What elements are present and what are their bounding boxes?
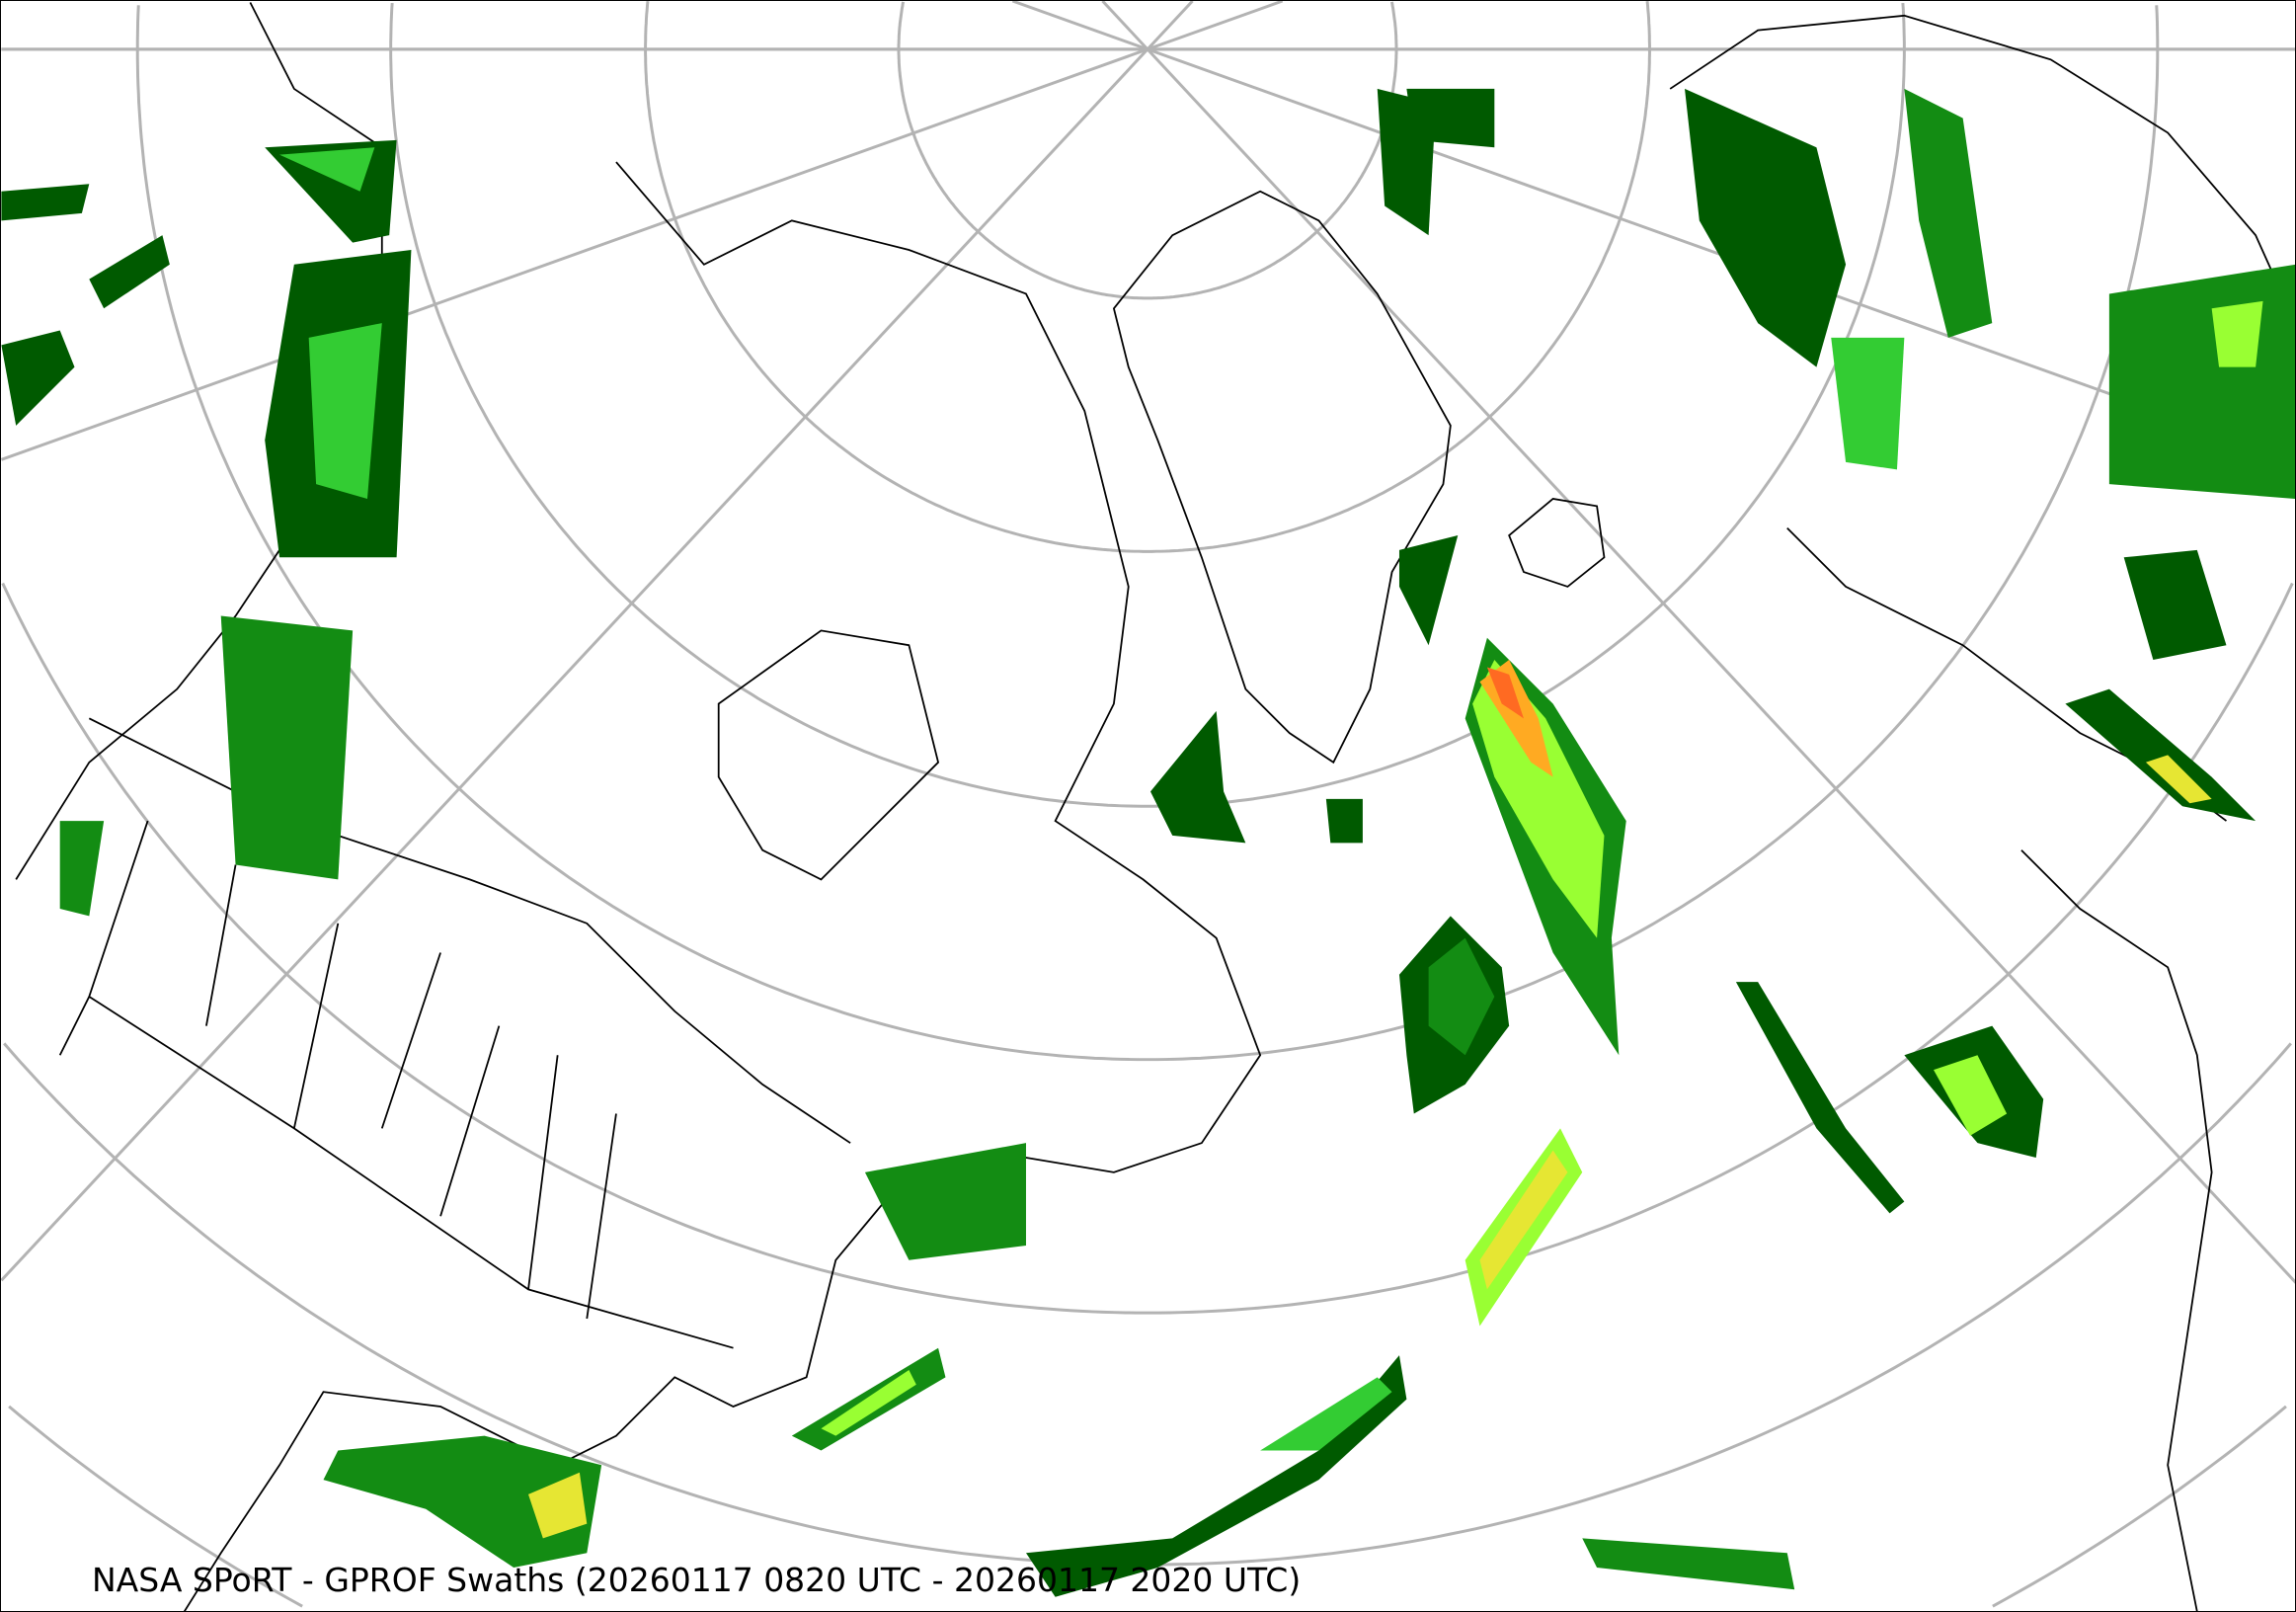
precipitation-area — [1472, 660, 1605, 938]
precipitation-area — [528, 1472, 588, 1539]
precipitation-area — [2108, 264, 2295, 499]
precipitation-area — [1934, 1055, 2008, 1136]
coastlines-borders — [15, 2, 2295, 1611]
precipitation-area — [1831, 337, 1905, 470]
precipitation-area — [2145, 755, 2212, 804]
latitude-circle — [389, 2, 1906, 808]
precipitation-area — [821, 1369, 916, 1436]
precipitation-area — [1, 184, 90, 221]
precipitation-swaths — [1, 88, 2295, 1597]
precipitation-area — [2065, 688, 2256, 822]
greenland-outline — [1112, 190, 1452, 765]
meridian-line — [1011, 1, 2295, 462]
precipitation-area — [1735, 982, 1905, 1214]
precipitation-area — [1406, 88, 1495, 148]
precipitation-area — [864, 1143, 1026, 1260]
precipitation-area — [279, 147, 375, 192]
precipitation-area — [1025, 1355, 1407, 1597]
map-caption: NASA SPoRT - GPROF Swaths (20260117 0820… — [92, 1561, 1302, 1599]
precipitation-area — [1685, 88, 1847, 367]
precipitation-area — [1479, 1150, 1568, 1290]
precipitation-area — [2211, 300, 2263, 367]
precipitation-area — [1904, 88, 1993, 338]
meridian-line — [1, 1, 1194, 1282]
us-canada-border — [88, 717, 851, 1144]
iceland-outline — [1508, 498, 1606, 588]
precipitation-area — [1260, 1377, 1392, 1451]
hudson-bay-outline — [717, 629, 940, 881]
precipitation-area — [1398, 535, 1459, 646]
latitude-circle — [1, 582, 2294, 1315]
precipitation-area — [1428, 937, 1495, 1056]
latitude-circle — [897, 1, 1398, 300]
meridian-line — [1, 1, 1284, 461]
precipitation-area — [220, 615, 354, 880]
precipitation-area — [308, 323, 382, 499]
precipitation-area — [1, 330, 75, 426]
state-lines — [58, 820, 734, 1349]
latitude-circle — [644, 1, 1651, 553]
precipitation-area — [323, 1435, 602, 1569]
precipitation-area — [1149, 710, 1246, 844]
precipitation-area — [1486, 667, 1524, 719]
precipitation-area — [1325, 798, 1363, 844]
precipitation-area — [2123, 549, 2227, 661]
latitude-circle — [8, 1405, 2287, 1608]
north-america-outline — [183, 161, 1262, 1611]
precipitation-area — [1582, 1538, 1795, 1590]
meridian-line — [1101, 1, 2295, 1284]
latitude-circle — [135, 5, 2160, 1062]
precipitation-area — [89, 235, 170, 309]
precipitation-area — [59, 821, 105, 917]
